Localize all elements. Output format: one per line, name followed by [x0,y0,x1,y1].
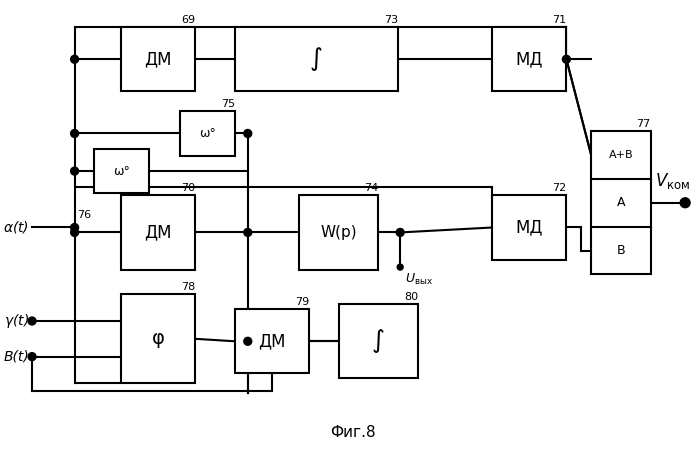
Text: $\gamma$(t): $\gamma$(t) [4,312,29,330]
Circle shape [71,130,78,137]
Text: φ: φ [152,329,165,348]
Bar [121,195,195,270]
Text: ∫: ∫ [372,329,385,353]
Circle shape [244,337,252,345]
Bar [339,304,418,378]
Text: ДМ: ДМ [145,50,172,68]
Text: $\alpha$(t): $\alpha$(t) [3,220,29,236]
Text: 72: 72 [552,183,566,193]
Circle shape [28,353,36,361]
Text: ω°: ω° [113,164,130,178]
Text: 79: 79 [295,297,309,307]
Circle shape [397,264,403,270]
Circle shape [396,228,404,236]
Text: A: A [617,196,625,209]
Circle shape [680,198,690,207]
Text: ДМ: ДМ [145,223,172,241]
Text: ω°: ω° [199,127,216,140]
Circle shape [563,55,570,63]
Text: 70: 70 [181,183,195,193]
Text: 77: 77 [636,119,651,129]
Bar [235,27,398,92]
Text: B(t): B(t) [3,350,29,364]
Bar [235,309,309,373]
Text: 78: 78 [181,282,195,292]
Text: W(p): W(p) [321,225,357,240]
Bar [121,294,195,383]
Circle shape [244,228,252,236]
Circle shape [28,317,36,325]
Circle shape [71,228,78,236]
Text: B: B [617,244,625,257]
Text: Фиг.8: Фиг.8 [331,425,376,440]
Bar [180,111,235,156]
Text: A+B: A+B [609,150,633,160]
Bar [591,131,651,275]
Text: МД: МД [516,218,543,236]
Bar [299,195,378,270]
Text: 75: 75 [221,99,235,109]
Text: $U_{\mathrm{вых}}$: $U_{\mathrm{вых}}$ [405,272,433,287]
Circle shape [71,223,78,231]
Text: 73: 73 [384,15,398,25]
Bar [94,149,149,193]
Text: 71: 71 [552,15,566,25]
Text: ∫: ∫ [310,47,323,71]
Text: 76: 76 [78,210,92,220]
Circle shape [71,167,78,175]
Text: 74: 74 [364,183,378,193]
Text: $V_{\mathrm{ком}}$: $V_{\mathrm{ком}}$ [656,171,691,191]
Text: 80: 80 [404,292,418,302]
Circle shape [71,55,78,63]
Text: 69: 69 [181,15,195,25]
Bar [121,27,195,92]
Bar [492,27,566,92]
Text: ДМ: ДМ [258,333,286,350]
Text: МД: МД [516,50,543,68]
Bar [492,195,566,260]
Circle shape [244,130,252,137]
